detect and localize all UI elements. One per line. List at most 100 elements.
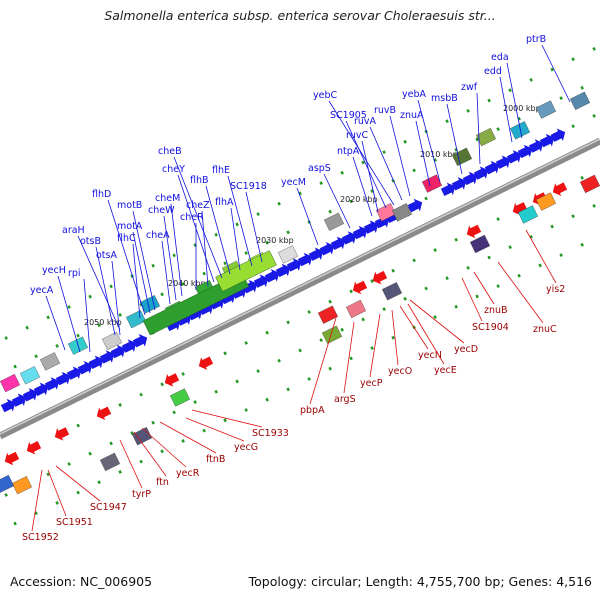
forward-gene-label: ptrB [526, 34, 546, 45]
guide-tick [286, 230, 290, 235]
forward-gene-arrow [495, 155, 511, 169]
guide-tick [97, 480, 101, 485]
forward-leader-line [83, 278, 91, 353]
guide-tick [181, 282, 185, 286]
forward-gene-arrow [44, 377, 60, 391]
forward-gene-label: yecM [281, 177, 306, 188]
forward-gene-label: cheZ [186, 200, 210, 211]
guide-tick [307, 310, 311, 314]
guide-tick [13, 364, 17, 369]
guide-tick [454, 304, 458, 309]
guide-tick [223, 418, 227, 423]
guide-tick [55, 501, 59, 505]
guide-tick [487, 98, 491, 103]
forward-leader-line [205, 185, 231, 275]
guide-tick [214, 389, 218, 394]
reverse-gene-label: yecP [360, 378, 383, 389]
forward-gene-label: znuA [400, 110, 424, 121]
reverse-leader-line [409, 299, 465, 344]
gene-feature-block [535, 192, 557, 211]
guide-tick [76, 333, 80, 338]
reverse-gene-label: SC1933 [252, 428, 289, 439]
reverse-leader-line [525, 229, 557, 284]
guide-tick [151, 420, 155, 425]
reverse-leader-line [309, 317, 337, 405]
guide-tick [181, 439, 185, 443]
reverse-gene-label: yecR [176, 468, 200, 479]
forward-gene-arrow [275, 263, 291, 278]
guide-tick [88, 451, 92, 456]
guide-tick [580, 242, 584, 247]
forward-gene-label: flhA [215, 197, 234, 208]
forward-gene-label: eda [491, 52, 509, 63]
guide-tick [349, 289, 353, 294]
guide-tick [340, 170, 344, 175]
forward-leader-line [499, 76, 513, 143]
reverse-leader-line [55, 465, 101, 502]
reverse-gene-label: SC1904 [472, 322, 509, 333]
reverse-gene-arrow [54, 427, 70, 441]
reverse-leader-line [191, 409, 263, 428]
forward-gene-label: otsB [80, 236, 101, 247]
guide-tick [319, 338, 323, 343]
forward-gene-label: cheA [146, 230, 170, 241]
forward-leader-line [369, 126, 403, 201]
forward-leader-line [389, 115, 411, 197]
forward-leader-line [77, 235, 121, 331]
guide-tick [4, 493, 8, 497]
forward-gene-arrow [297, 252, 313, 267]
gene-feature-block [391, 203, 413, 222]
reverse-gene-arrow [198, 356, 214, 370]
guide-tick [13, 521, 17, 526]
forward-gene-label: cheY [162, 164, 185, 175]
guide-tick [328, 366, 332, 371]
forward-gene-label: rpi [68, 268, 81, 279]
forward-leader-line [476, 92, 481, 165]
forward-gene-arrow [407, 198, 423, 213]
guide-tick [88, 294, 92, 299]
operon-bar [215, 250, 277, 292]
guide-tick [538, 263, 542, 268]
forward-leader-line [132, 243, 141, 319]
reverse-gene-label: SC1947 [90, 502, 127, 513]
guide-tick [223, 261, 227, 266]
gene-feature-block [277, 245, 299, 264]
reverse-gene-label: SC1951 [56, 517, 93, 528]
guide-tick [298, 348, 302, 353]
forward-leader-line [45, 295, 66, 351]
guide-tick [265, 397, 269, 402]
guide-tick [181, 372, 185, 376]
guide-tick [361, 160, 365, 165]
forward-gene-label: yecA [30, 285, 54, 296]
guide-tick [109, 284, 113, 289]
reverse-gene-arrow [4, 451, 20, 466]
guide-tick [256, 212, 260, 216]
guide-tick [307, 377, 311, 381]
guide-tick [550, 67, 554, 72]
forward-gene-label: flhD [92, 189, 111, 200]
forward-leader-line [345, 120, 387, 209]
gene-feature-block [323, 212, 345, 231]
genome-backbone [0, 137, 600, 440]
forward-gene-arrow [330, 236, 346, 251]
guide-tick [286, 387, 290, 392]
gene-feature-block [451, 147, 473, 166]
guide-tick [202, 428, 206, 433]
reverse-leader-line [343, 321, 355, 394]
gene-feature-block [0, 373, 21, 393]
gene-feature-block [469, 234, 491, 254]
gene-feature-block [569, 91, 591, 110]
guide-tick [244, 408, 248, 412]
forward-leader-line [245, 191, 263, 263]
reverse-leader-line [47, 469, 67, 517]
guide-tick [349, 356, 353, 361]
forward-leader-line [446, 103, 463, 175]
forward-gene-arrow [473, 166, 489, 180]
gene-feature-block [0, 474, 15, 494]
guide-tick [496, 127, 500, 131]
forward-gene-arrow [253, 274, 269, 288]
reverse-gene-arrow [466, 224, 482, 239]
guide-tick [496, 217, 500, 221]
guide-tick [508, 88, 512, 93]
